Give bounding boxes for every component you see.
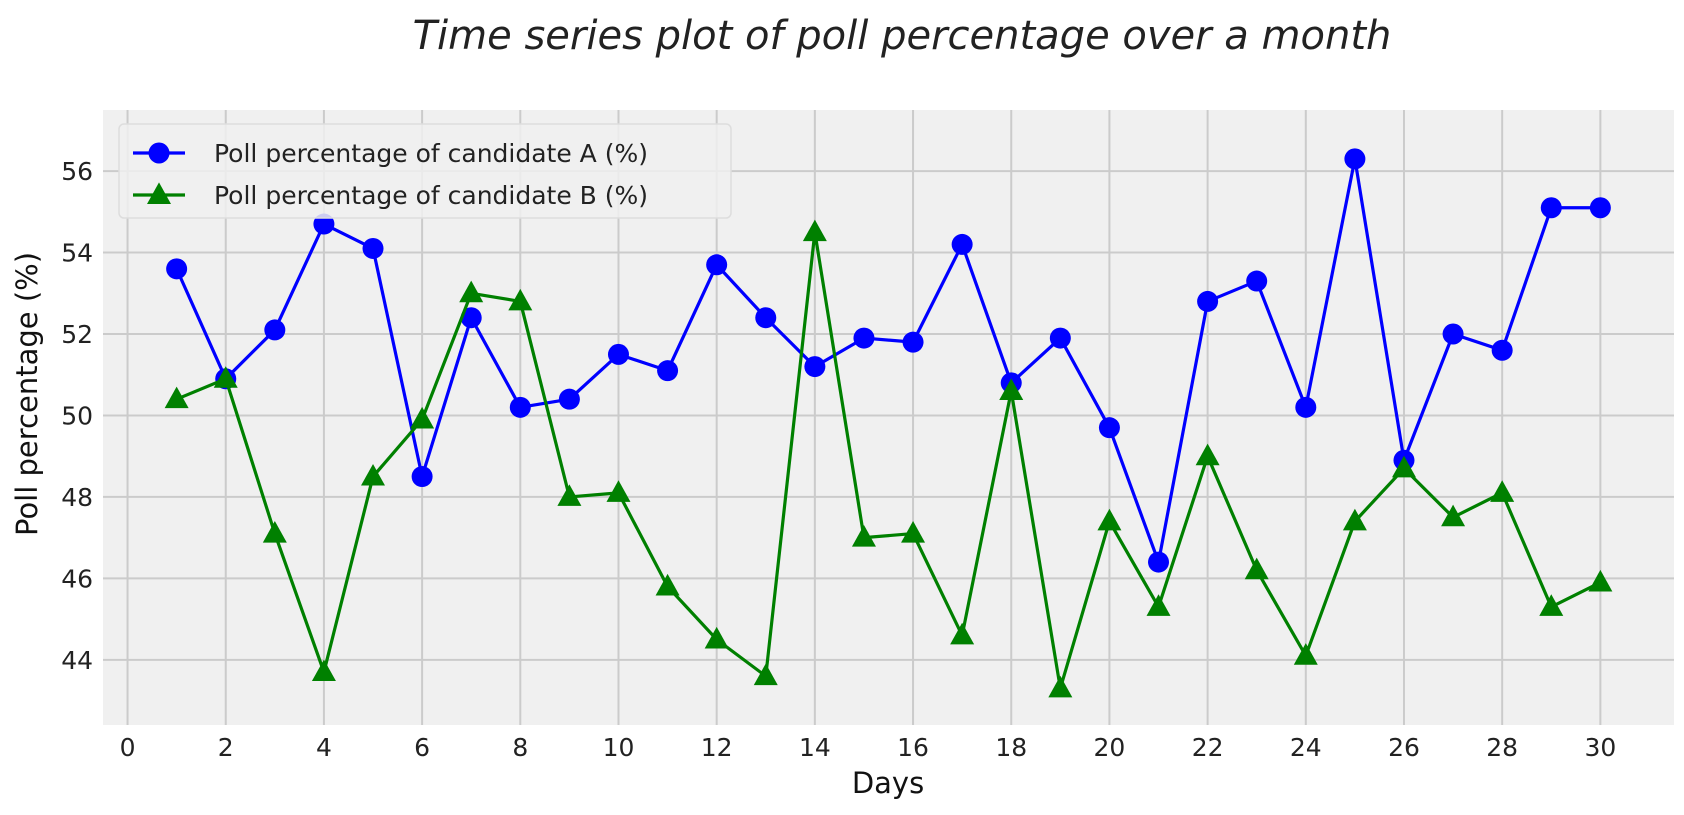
x-tick-label: 18 bbox=[995, 733, 1027, 762]
legend-marker bbox=[147, 182, 171, 204]
x-tick-label: 2 bbox=[218, 733, 234, 762]
data-point bbox=[1097, 508, 1122, 531]
data-point bbox=[311, 659, 336, 682]
y-tick-label: 54 bbox=[61, 239, 93, 268]
data-point bbox=[166, 258, 188, 280]
data-point bbox=[1048, 675, 1073, 698]
data-point bbox=[460, 307, 482, 329]
series-line bbox=[176, 230, 1602, 690]
data-point bbox=[1049, 327, 1071, 349]
data-point bbox=[1195, 443, 1220, 466]
x-tick-label: 22 bbox=[1192, 733, 1224, 762]
x-tick-label: 14 bbox=[799, 733, 831, 762]
data-point bbox=[1539, 594, 1564, 616]
data-point bbox=[755, 307, 777, 329]
y-tick-label: 50 bbox=[61, 401, 93, 430]
data-point bbox=[1391, 455, 1416, 478]
data-point bbox=[853, 327, 875, 349]
y-tick-label: 44 bbox=[61, 646, 93, 675]
data-point bbox=[410, 406, 435, 429]
data-point bbox=[851, 525, 876, 547]
x-tick-label: 8 bbox=[512, 733, 528, 762]
x-axis-label: Days bbox=[852, 766, 924, 800]
data-point bbox=[901, 520, 926, 543]
legend-item: Poll percentage of candidate B (%) bbox=[133, 181, 648, 210]
legend-box bbox=[118, 123, 732, 219]
data-point bbox=[1490, 480, 1515, 502]
data-point bbox=[1293, 643, 1318, 665]
data-point bbox=[1148, 551, 1170, 573]
x-tick-label: 0 bbox=[120, 733, 136, 762]
data-point bbox=[1295, 396, 1317, 418]
y-tick-label: 56 bbox=[61, 157, 93, 186]
data-point bbox=[164, 386, 189, 409]
data-point bbox=[607, 343, 629, 365]
x-tick-label: 12 bbox=[701, 733, 733, 762]
data-point bbox=[804, 356, 826, 378]
data-point bbox=[508, 288, 533, 311]
chart-title: Time series plot of poll percentage over… bbox=[413, 13, 1392, 59]
data-point bbox=[902, 331, 924, 353]
series-b bbox=[164, 219, 1613, 698]
data-point bbox=[262, 520, 287, 543]
data-point bbox=[706, 254, 728, 276]
legend-label: Poll percentage of candidate B (%) bbox=[214, 181, 648, 210]
x-tick-label: 4 bbox=[316, 733, 332, 762]
x-tick-label: 26 bbox=[1388, 733, 1420, 762]
data-point bbox=[1491, 339, 1513, 361]
data-point bbox=[951, 233, 973, 255]
data-point bbox=[1246, 270, 1268, 292]
data-point bbox=[753, 663, 778, 686]
x-tick-label: 10 bbox=[603, 733, 635, 762]
data-point bbox=[1146, 594, 1171, 616]
x-tick-label: 30 bbox=[1584, 733, 1616, 762]
legend-label: Poll percentage of candidate A (%) bbox=[214, 139, 648, 168]
x-tick-label: 16 bbox=[897, 733, 929, 762]
data-point bbox=[362, 237, 384, 259]
data-point bbox=[558, 388, 580, 410]
data-point bbox=[606, 480, 631, 502]
data-point bbox=[704, 626, 729, 649]
data-point bbox=[655, 573, 680, 596]
data-point bbox=[264, 319, 286, 341]
legend-item: Poll percentage of candidate A (%) bbox=[133, 139, 648, 168]
series-line bbox=[175, 157, 1601, 564]
data-point bbox=[1442, 323, 1464, 345]
data-point bbox=[802, 219, 827, 242]
data-point bbox=[1244, 557, 1269, 580]
data-point bbox=[1344, 148, 1366, 170]
x-tick-label: 28 bbox=[1486, 733, 1518, 762]
legend: Poll percentage of candidate A (%) Poll p… bbox=[118, 123, 732, 219]
y-axis-label: Poll percentage (%) bbox=[10, 252, 44, 536]
data-point bbox=[459, 280, 484, 303]
data-point bbox=[1197, 290, 1219, 312]
y-tick-label: 48 bbox=[61, 483, 93, 512]
data-point bbox=[950, 622, 975, 645]
data-point bbox=[1540, 197, 1562, 219]
x-tick-label: 6 bbox=[414, 733, 430, 762]
legend-marker bbox=[148, 142, 170, 164]
data-point bbox=[557, 484, 582, 506]
data-point bbox=[361, 463, 386, 486]
x-tick-label: 24 bbox=[1290, 733, 1322, 762]
data-point bbox=[999, 378, 1024, 401]
y-tick-label: 52 bbox=[61, 320, 93, 349]
data-point bbox=[1589, 197, 1611, 219]
data-point bbox=[1441, 504, 1466, 527]
data-point bbox=[313, 213, 335, 235]
data-point bbox=[1098, 417, 1120, 439]
data-point bbox=[411, 466, 433, 488]
data-point bbox=[1588, 569, 1613, 592]
y-tick-label: 46 bbox=[61, 564, 93, 593]
data-point bbox=[213, 366, 238, 388]
data-point bbox=[657, 360, 679, 382]
data-point bbox=[1342, 508, 1367, 531]
data-point bbox=[509, 396, 531, 418]
x-tick-label: 20 bbox=[1094, 733, 1126, 762]
